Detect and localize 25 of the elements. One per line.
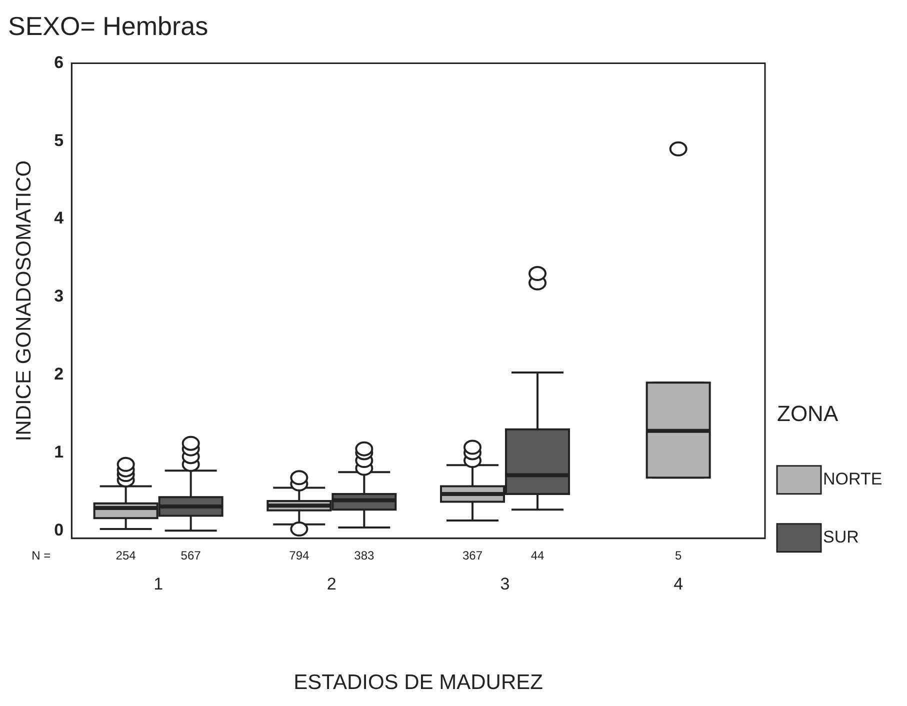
- text: 5: [674, 548, 682, 563]
- legend-label: SUR: [823, 528, 859, 547]
- text: 367: [462, 548, 483, 563]
- x-axis-title: ESTADIOS DE MADUREZ: [294, 671, 544, 694]
- y-tick-label: 3: [54, 286, 64, 306]
- text: N =: [32, 548, 51, 563]
- legend-label: NORTE: [823, 470, 882, 489]
- x-tick-label: 1: [154, 574, 164, 594]
- x-tick-label: 2: [326, 574, 336, 594]
- text: 794: [289, 548, 310, 563]
- text: 44: [530, 548, 544, 563]
- y-tick-label: 1: [54, 442, 64, 462]
- y-tick-label: 2: [54, 364, 64, 384]
- x-tick-label: 3: [500, 574, 510, 594]
- y-tick-label: 5: [54, 130, 64, 150]
- legend-title: ZONA: [777, 400, 838, 426]
- y-axis-title: INDICE GONADOSOMATICO: [12, 160, 36, 442]
- y-tick-label: 0: [54, 520, 64, 540]
- text: 567: [180, 548, 202, 563]
- x-tick-label: 4: [674, 574, 684, 594]
- chart-title: SEXO= Hembras: [8, 10, 208, 41]
- y-tick-label: 6: [54, 52, 64, 72]
- text: 383: [354, 548, 374, 563]
- text: 254: [116, 548, 136, 563]
- y-tick-label: 4: [54, 208, 64, 228]
